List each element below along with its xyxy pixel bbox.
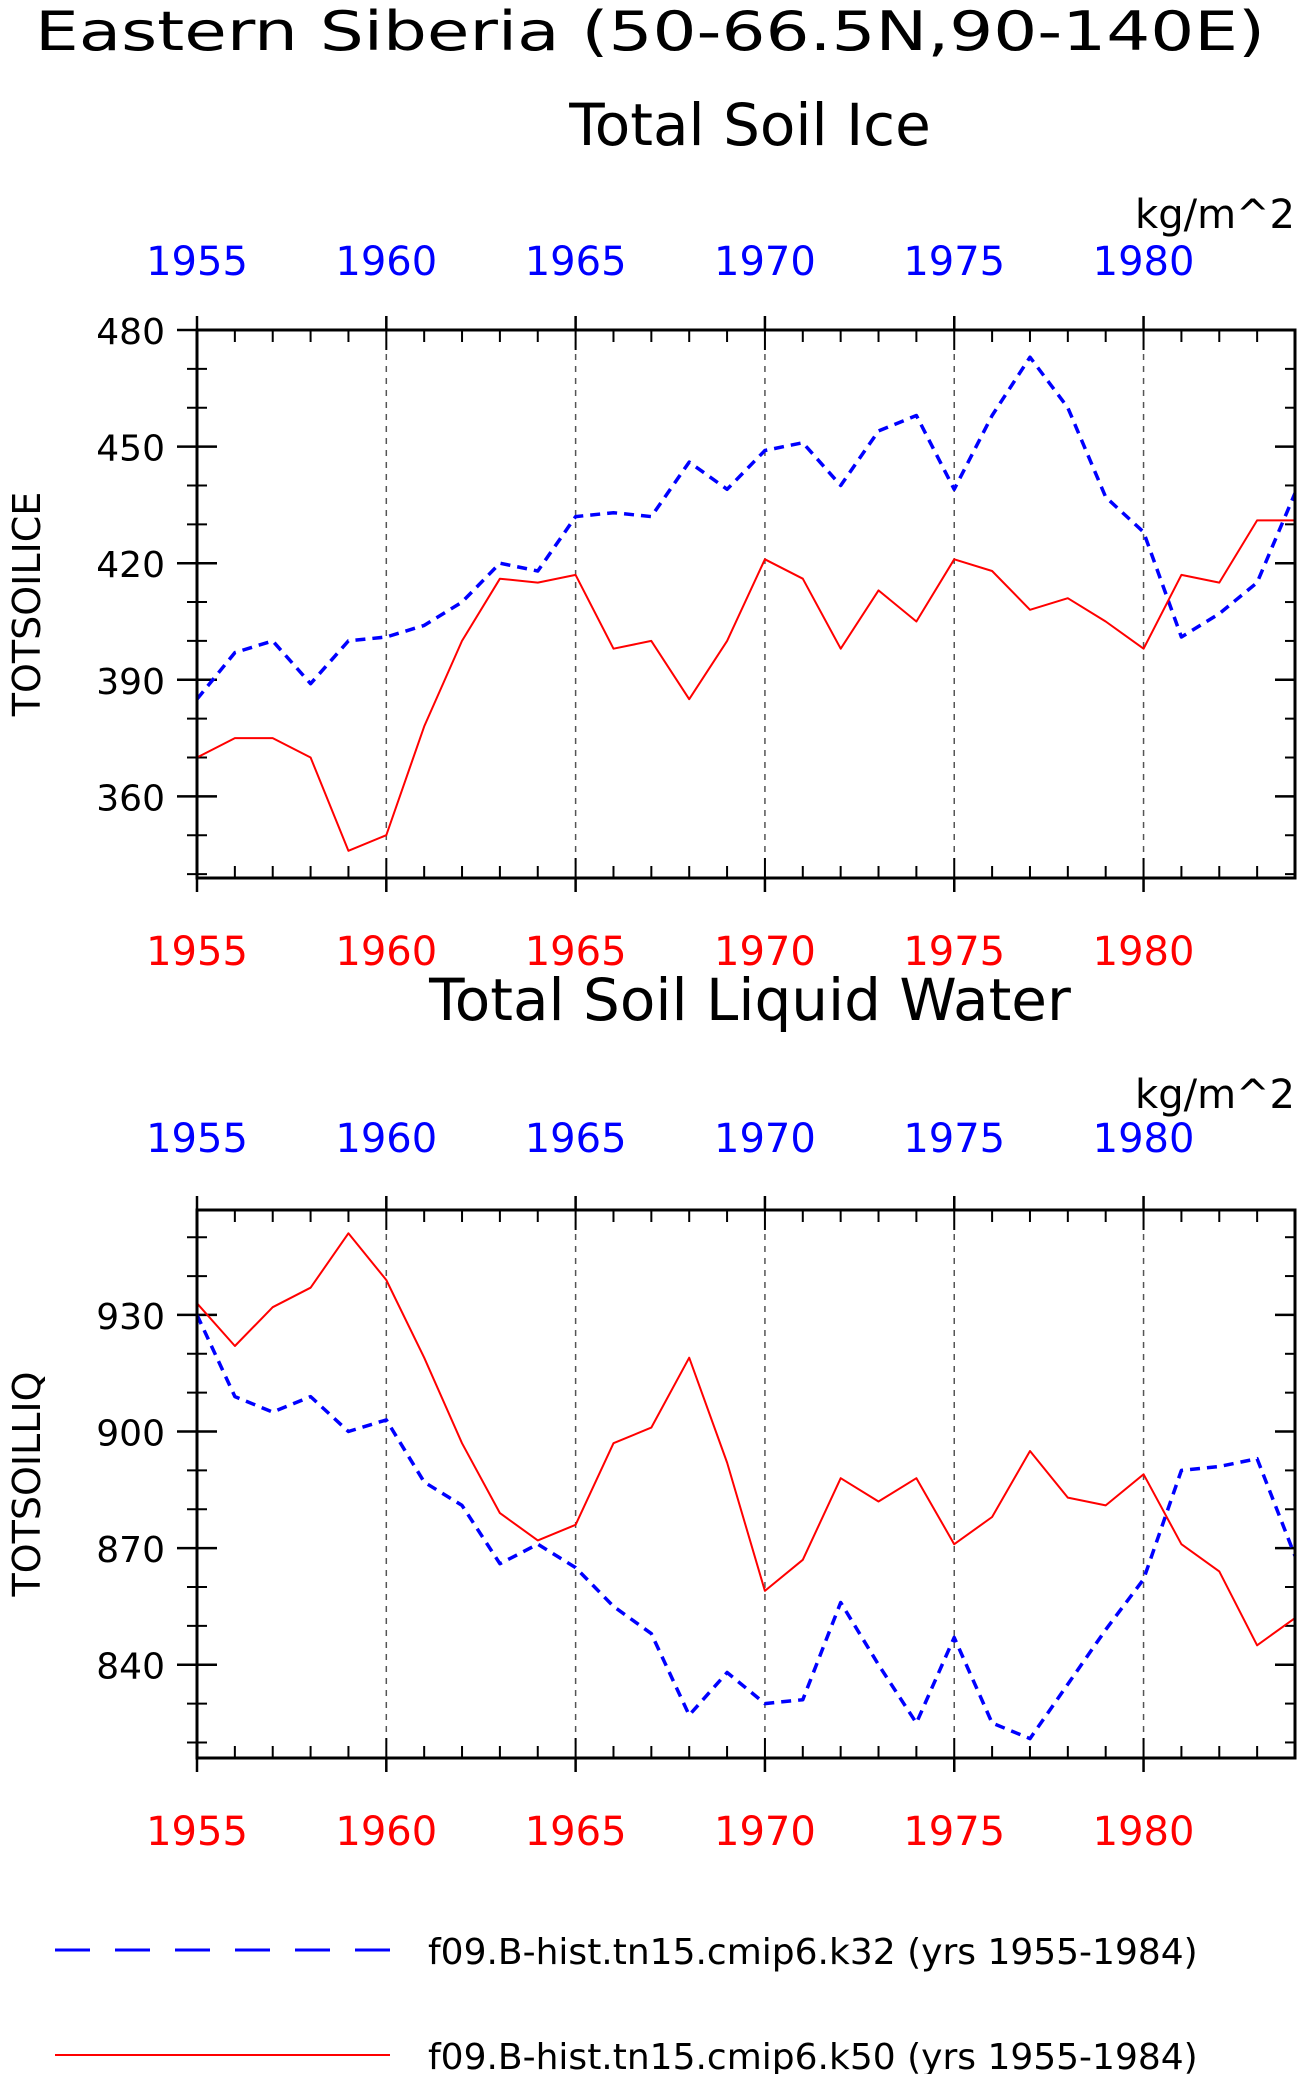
x-tick-label-top: 1975: [903, 1116, 1005, 1162]
x-tick-label-top: 1980: [1093, 1116, 1195, 1162]
y-tick-label: 480: [96, 312, 165, 353]
legend-label: f09.B-hist.tn15.cmip6.k32 (yrs 1955-1984…: [428, 1932, 1198, 1973]
x-tick-label-bottom: 1960: [335, 929, 437, 975]
x-tick-label-top: 1970: [714, 1116, 816, 1162]
x-tick-label-bottom: 1955: [146, 929, 248, 975]
units-label: kg/m^2: [1135, 192, 1295, 238]
x-tick-label-top: 1955: [146, 239, 248, 285]
x-tick-label-top: 1970: [714, 239, 816, 285]
y-tick-label: 930: [96, 1297, 165, 1338]
y-axis-label: TOTSOILLIQ: [5, 1371, 49, 1597]
plot-frame: [195, 328, 1297, 880]
x-tick-label-bottom: 1980: [1093, 929, 1195, 975]
chart-title: Total Soil Ice: [568, 91, 931, 159]
x-tick-label-top: 1955: [146, 1116, 248, 1162]
y-tick-label: 870: [96, 1530, 165, 1571]
legend: f09.B-hist.tn15.cmip6.k32 (yrs 1955-1984…: [55, 1932, 1198, 2074]
x-tick-label-top: 1980: [1093, 239, 1195, 285]
chart-panel-1: Total Soil Ice kg/m^2 TOTSOILICE 360 390 420 4…: [5, 91, 1297, 975]
x-tick-label-bottom: 1975: [903, 1809, 1005, 1855]
x-tick-label-bottom: 1980: [1093, 1809, 1195, 1855]
page-title: Eastern Siberia (50-66.5N,90-140E): [35, 0, 1265, 63]
x-tick-label-bottom: 1970: [714, 929, 816, 975]
y-tick-label: 450: [96, 429, 165, 470]
x-tick-label-bottom: 1965: [525, 929, 627, 975]
chart-panels: Total Soil Ice kg/m^2 TOTSOILICE 360 390 420 4…: [5, 91, 1297, 1855]
legend-label: f09.B-hist.tn15.cmip6.k50 (yrs 1955-1984…: [428, 2037, 1198, 2074]
x-tick-label-top: 1965: [525, 239, 627, 285]
y-tick-label: 840: [96, 1647, 165, 1688]
chart-title: Total Soil Liquid Water: [428, 966, 1071, 1034]
x-tick-label-top: 1960: [335, 239, 437, 285]
x-tick-label-bottom: 1960: [335, 1809, 437, 1855]
series-line-k50: [196, 519, 1295, 852]
series-line-k32: [195, 1314, 1297, 1741]
y-axis-label: TOTSOILICE: [5, 492, 49, 718]
series-line-k32: [195, 355, 1297, 701]
y-tick-label: 360: [96, 778, 165, 819]
x-tick-label-bottom: 1965: [525, 1809, 627, 1855]
y-tick-label: 420: [96, 545, 165, 586]
series-line-k50: [196, 1232, 1296, 1647]
x-tick-label-bottom: 1955: [146, 1809, 248, 1855]
x-tick-label-top: 1965: [525, 1116, 627, 1162]
y-tick-label: 390: [96, 662, 165, 703]
x-tick-label-bottom: 1975: [903, 929, 1005, 975]
units-label: kg/m^2: [1135, 1072, 1295, 1118]
x-tick-label-bottom: 1970: [714, 1809, 816, 1855]
y-tick-label: 900: [96, 1414, 165, 1455]
x-tick-label-top: 1960: [335, 1116, 437, 1162]
x-tick-label-top: 1975: [903, 239, 1005, 285]
chart-panel-2: Total Soil Liquid Water kg/m^2 TOTSOILLIQ 8…: [5, 966, 1297, 1855]
plot-frame: [195, 1208, 1297, 1760]
